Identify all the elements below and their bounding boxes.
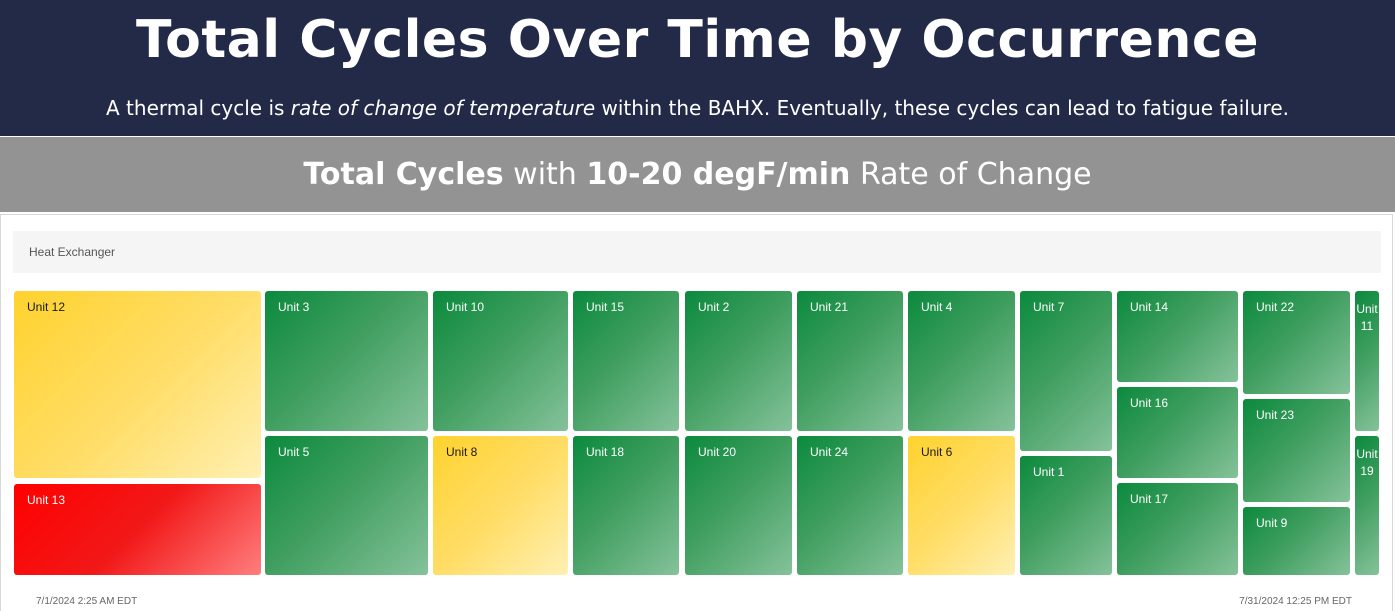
tile-label: Unit 17 <box>1130 492 1169 506</box>
tile-label: Unit 24 <box>810 445 849 459</box>
tile-label: Unit 15 <box>586 300 625 314</box>
tile-label: Unit 7 <box>1033 300 1065 314</box>
treemap-tile-unit-16[interactable]: Unit 16 <box>1117 387 1238 478</box>
tile-label: Unit 13 <box>27 493 66 507</box>
subtitle-pre: A thermal cycle is <box>106 96 291 120</box>
tile-label: Unit 22 <box>1256 300 1295 314</box>
treemap-tile-unit-15[interactable]: Unit 15 <box>573 291 679 431</box>
tile-label: Unit 19 <box>1356 447 1378 478</box>
treemap-tile-unit-11[interactable]: Unit 11 <box>1355 291 1379 431</box>
tile-label: Unit 6 <box>921 445 953 459</box>
treemap-tile-unit-5[interactable]: Unit 5 <box>265 436 428 575</box>
date-end: 7/31/2024 12:25 PM EDT <box>1239 596 1352 607</box>
tile-label: Unit 12 <box>27 300 66 314</box>
section-banner: Total Cycles with 10-20 degF/min Rate of… <box>0 137 1395 212</box>
banner-total-cycles: Total Cycles <box>303 157 504 192</box>
treemap-tile-unit-24[interactable]: Unit 24 <box>797 436 903 575</box>
treemap-tile-unit-22[interactable]: Unit 22 <box>1243 291 1350 394</box>
date-start: 7/1/2024 2:25 AM EDT <box>36 596 138 607</box>
page-subtitle: A thermal cycle is rate of change of tem… <box>0 96 1395 120</box>
treemap-tile-unit-7[interactable]: Unit 7 <box>1020 291 1112 451</box>
treemap-tile-unit-4[interactable]: Unit 4 <box>908 291 1015 431</box>
treemap-tile-unit-8[interactable]: Unit 8 <box>433 436 568 575</box>
treemap-tile-unit-9[interactable]: Unit 9 <box>1243 507 1350 575</box>
tile-label: Unit 3 <box>278 300 310 314</box>
treemap-tile-unit-13[interactable]: Unit 13 <box>14 484 261 575</box>
tile-label: Unit 23 <box>1256 408 1295 422</box>
subtitle-post: within the BAHX. Eventually, these cycle… <box>595 96 1289 120</box>
tile-label: Unit 4 <box>921 300 953 314</box>
treemap-tile-unit-20[interactable]: Unit 20 <box>685 436 792 575</box>
tile-label: Unit 16 <box>1130 396 1169 410</box>
subtitle-emphasis: rate of change of temperature <box>290 96 596 120</box>
page-title: Total Cycles Over Time by Occurrence <box>136 10 1259 70</box>
tile-label: Unit 8 <box>446 445 478 459</box>
treemap-tile-unit-18[interactable]: Unit 18 <box>573 436 679 575</box>
tile-label: Unit 14 <box>1130 300 1169 314</box>
banner-with: with <box>503 157 587 192</box>
treemap-tile-unit-17[interactable]: Unit 17 <box>1117 483 1238 575</box>
tile-label: Unit 10 <box>446 300 485 314</box>
treemap-tile-unit-2[interactable]: Unit 2 <box>685 291 792 431</box>
tile-label: Unit 18 <box>586 445 625 459</box>
tile-label: Unit 5 <box>278 445 310 459</box>
treemap-tile-unit-6[interactable]: Unit 6 <box>908 436 1015 575</box>
treemap-tile-unit-21[interactable]: Unit 21 <box>797 291 903 431</box>
treemap-tile-unit-3[interactable]: Unit 3 <box>265 291 428 431</box>
tile-label: Unit 2 <box>698 300 730 314</box>
tile-label: Unit 9 <box>1256 516 1288 530</box>
treemap-title: Heat Exchanger <box>13 231 1381 273</box>
tile-label: Unit 21 <box>810 300 849 314</box>
tile-label: Unit 11 <box>1356 302 1378 333</box>
treemap-tile-unit-23[interactable]: Unit 23 <box>1243 399 1350 502</box>
treemap-tile-unit-12[interactable]: Unit 12 <box>14 291 261 478</box>
treemap-tile-unit-10[interactable]: Unit 10 <box>433 291 568 431</box>
banner-rate-of-change: Rate of Change <box>850 157 1092 192</box>
tile-label: Unit 20 <box>698 445 737 459</box>
page-header: Total Cycles Over Time by Occurrence A t… <box>0 0 1395 136</box>
treemap-tile-unit-1[interactable]: Unit 1 <box>1020 456 1112 575</box>
banner-rate-range: 10-20 degF/min <box>586 157 851 192</box>
treemap-tile-unit-14[interactable]: Unit 14 <box>1117 291 1238 382</box>
treemap-tile-unit-19[interactable]: Unit 19 <box>1355 436 1379 575</box>
tile-label: Unit 1 <box>1033 465 1065 479</box>
